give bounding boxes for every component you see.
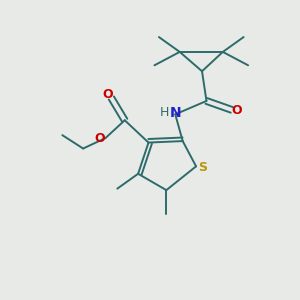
Text: O: O: [103, 88, 113, 101]
Text: S: S: [198, 161, 207, 174]
Text: O: O: [232, 104, 242, 117]
Text: O: O: [95, 132, 105, 145]
Text: N: N: [170, 106, 182, 120]
Text: H: H: [159, 106, 169, 119]
